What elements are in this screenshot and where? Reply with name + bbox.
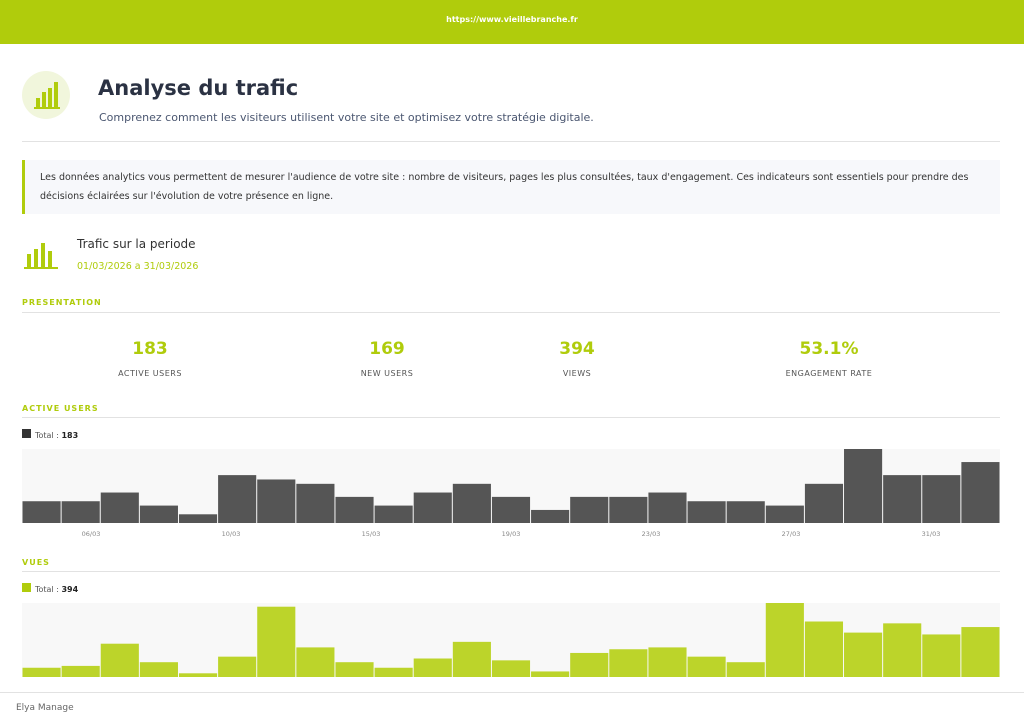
- bar: [491, 496, 531, 523]
- bar: [296, 647, 335, 677]
- footer: Elya Manage: [16, 703, 74, 713]
- divider: [22, 417, 1000, 418]
- period-dates: 01/03/2026 a 31/03/2026: [77, 261, 199, 272]
- bar: [726, 662, 765, 677]
- bar: [922, 634, 961, 677]
- bar: [609, 649, 648, 677]
- x-tick-label: 31/03: [922, 530, 941, 538]
- bar: [178, 673, 218, 677]
- bar: [844, 449, 883, 523]
- stat-label: VIEWS: [562, 369, 592, 378]
- subtitle: Comprenez comment les visiteurs utilisen…: [99, 111, 594, 124]
- title: Analyse du trafic: [98, 76, 299, 100]
- bar: [452, 483, 491, 523]
- bar: [100, 643, 139, 677]
- bar: [883, 475, 922, 523]
- bar: [648, 492, 687, 523]
- bar: [531, 509, 570, 523]
- bar: [765, 505, 804, 523]
- bar: [570, 496, 609, 523]
- bar: [531, 671, 570, 677]
- bar: [765, 603, 804, 677]
- header-icon: [22, 71, 70, 119]
- bar: [218, 656, 257, 677]
- legend-label: Total :: [35, 585, 59, 594]
- period-icon: [24, 243, 58, 269]
- bar: [178, 514, 218, 523]
- url-bar: https://www.vieillebranche.fr: [0, 0, 1024, 44]
- divider: [22, 312, 1000, 313]
- bar: [961, 462, 1000, 523]
- bar: [961, 627, 1000, 677]
- x-tick-label: 23/03: [642, 530, 661, 538]
- legend-swatch: [22, 583, 31, 592]
- x-tick-label: 27/03: [782, 530, 801, 538]
- stat-value: 183: [132, 339, 168, 359]
- bar: [687, 501, 726, 523]
- stat: 169 NEW USERS: [287, 339, 487, 378]
- stat-label: ENGAGEMENT RATE: [785, 369, 873, 378]
- bar: [218, 475, 257, 523]
- legend-swatch: [22, 429, 31, 438]
- x-tick-label: 15/03: [362, 530, 381, 538]
- stat-value: 169: [369, 339, 405, 359]
- bar: [61, 665, 100, 677]
- bar: [844, 632, 883, 677]
- stat-value: 53.1%: [799, 339, 859, 359]
- info-box: Les données analytics vous permettent de…: [22, 160, 1000, 214]
- bar: [609, 496, 648, 523]
- legend: Total : 394: [35, 585, 78, 594]
- stat-label: NEW USERS: [360, 369, 414, 378]
- bar: [22, 501, 61, 523]
- stat: 394 VIEWS: [477, 339, 677, 378]
- legend: Total : 183: [35, 431, 78, 440]
- bar: [804, 621, 844, 677]
- legend-total: 394: [61, 585, 79, 594]
- section-title: VUES: [22, 558, 50, 567]
- section-title: PRESENTATION: [22, 298, 102, 307]
- bar: [413, 492, 452, 523]
- bar: [804, 483, 844, 523]
- bar-chart: [22, 603, 1000, 677]
- period-label: Trafic sur la periode: [77, 237, 196, 251]
- url: https://www.vieillebranche.fr: [446, 15, 578, 24]
- x-tick-label: 10/03: [222, 530, 241, 538]
- bar: [335, 662, 374, 677]
- bar: [687, 656, 726, 677]
- divider: [0, 692, 1024, 693]
- bar: [374, 667, 413, 677]
- bar: [452, 641, 491, 677]
- bar: [374, 505, 413, 523]
- bar: [100, 492, 139, 523]
- bar: [257, 479, 296, 523]
- stat: 183 ACTIVE USERS: [50, 339, 250, 378]
- divider: [22, 571, 1000, 572]
- x-tick-label: 19/03: [502, 530, 521, 538]
- bar-chart: 06/03 10/03 15/03 19/03 23/03 27/03 31/03: [22, 449, 1000, 538]
- x-tick-label: 06/03: [82, 530, 101, 538]
- stat-value: 394: [559, 339, 595, 359]
- stat-label: ACTIVE USERS: [118, 369, 182, 378]
- bar: [257, 606, 296, 677]
- bar: [22, 667, 61, 677]
- bar: [139, 662, 178, 677]
- legend-total: 183: [61, 431, 79, 440]
- legend-label: Total :: [35, 431, 59, 440]
- bar: [648, 647, 687, 677]
- bar: [296, 483, 335, 523]
- bar: [139, 505, 178, 523]
- bar: [491, 660, 531, 677]
- bar: [922, 475, 961, 523]
- bar: [726, 501, 765, 523]
- section-title: ACTIVE USERS: [22, 404, 99, 413]
- bar: [61, 501, 100, 523]
- bar: [570, 652, 609, 677]
- divider: [22, 141, 1000, 142]
- bar: [335, 496, 374, 523]
- bar: [413, 658, 452, 677]
- stat: 53.1% ENGAGEMENT RATE: [729, 339, 929, 378]
- bar: [883, 623, 922, 677]
